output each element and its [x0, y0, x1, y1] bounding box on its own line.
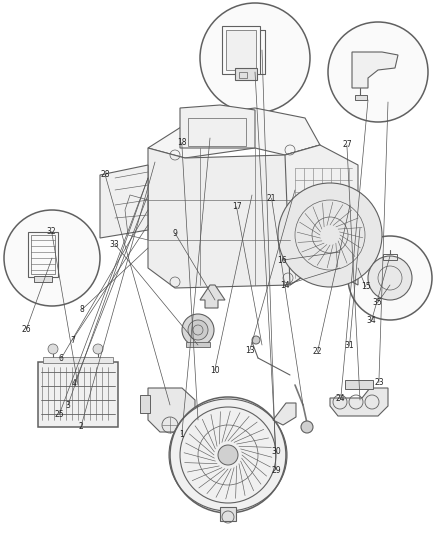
Bar — [186, 342, 210, 347]
Bar — [34, 276, 52, 282]
Polygon shape — [100, 165, 148, 238]
Text: 34: 34 — [367, 317, 376, 325]
Circle shape — [48, 344, 58, 354]
Bar — [355, 95, 367, 100]
Polygon shape — [273, 403, 296, 425]
Text: 8: 8 — [80, 305, 85, 313]
Polygon shape — [180, 105, 255, 148]
Bar — [188, 118, 246, 146]
Bar — [31, 235, 55, 274]
Bar — [239, 72, 247, 78]
Circle shape — [4, 210, 100, 306]
Text: 24: 24 — [336, 394, 346, 403]
Text: 7: 7 — [70, 336, 75, 344]
Polygon shape — [148, 388, 195, 432]
Text: 18: 18 — [177, 139, 187, 147]
Polygon shape — [200, 285, 225, 308]
Polygon shape — [148, 108, 320, 158]
Bar — [383, 254, 397, 260]
Text: 2: 2 — [79, 422, 83, 431]
Bar — [345, 380, 373, 389]
Text: 4: 4 — [72, 379, 77, 388]
Circle shape — [301, 421, 313, 433]
Bar — [43, 357, 113, 363]
Text: 29: 29 — [271, 466, 281, 474]
Text: 35: 35 — [373, 298, 382, 307]
Circle shape — [170, 397, 286, 513]
Text: 13: 13 — [245, 346, 254, 355]
Text: 16: 16 — [278, 256, 287, 264]
Bar — [38, 362, 118, 427]
Text: 17: 17 — [232, 203, 241, 211]
Polygon shape — [352, 52, 398, 88]
Text: 9: 9 — [173, 229, 178, 238]
Circle shape — [328, 22, 428, 122]
Text: 27: 27 — [342, 141, 352, 149]
Polygon shape — [148, 145, 320, 288]
Polygon shape — [285, 145, 358, 285]
Text: 3: 3 — [65, 401, 71, 409]
Text: 10: 10 — [210, 366, 219, 375]
Text: 15: 15 — [361, 282, 371, 291]
Bar — [140, 395, 150, 413]
Circle shape — [182, 314, 214, 346]
Bar — [28, 232, 58, 277]
Text: 25: 25 — [54, 410, 64, 419]
Text: 6: 6 — [59, 354, 64, 362]
Bar — [226, 30, 256, 70]
Circle shape — [200, 3, 310, 113]
Bar — [235, 68, 257, 80]
Text: 31: 31 — [345, 341, 354, 350]
Circle shape — [278, 183, 382, 287]
Text: 28: 28 — [100, 171, 110, 179]
Circle shape — [93, 344, 103, 354]
Text: 26: 26 — [21, 325, 31, 334]
Text: 22: 22 — [313, 348, 322, 356]
Circle shape — [348, 236, 432, 320]
Polygon shape — [330, 388, 388, 416]
Circle shape — [368, 256, 412, 300]
Circle shape — [188, 320, 208, 340]
Text: 30: 30 — [271, 448, 281, 456]
Circle shape — [252, 336, 260, 344]
Bar — [222, 26, 260, 74]
Bar — [220, 507, 236, 521]
Text: 23: 23 — [374, 378, 384, 387]
Text: 21: 21 — [267, 194, 276, 203]
Text: 1: 1 — [180, 430, 184, 439]
Text: 32: 32 — [47, 228, 57, 236]
Text: 33: 33 — [110, 240, 120, 248]
Circle shape — [218, 445, 238, 465]
Text: 14: 14 — [280, 281, 290, 289]
